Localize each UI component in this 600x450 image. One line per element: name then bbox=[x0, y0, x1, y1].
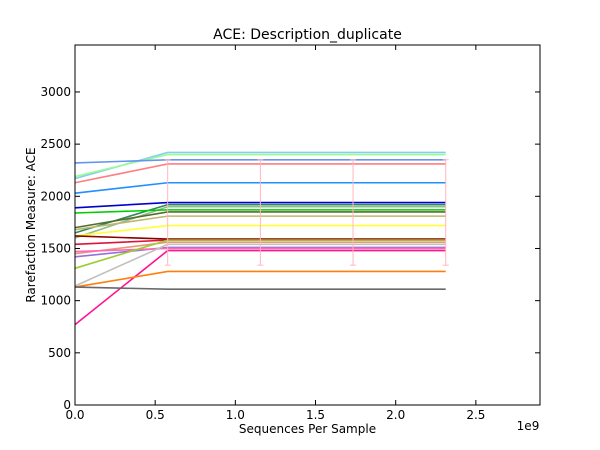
x-tick-label: 0.5 bbox=[146, 408, 165, 422]
x-tick-label: 2.5 bbox=[466, 408, 485, 422]
y-tick-label: 3000 bbox=[40, 85, 71, 99]
x-tick-label: 0.0 bbox=[65, 408, 84, 422]
x-tick-label: 2.0 bbox=[386, 408, 405, 422]
y-tick-label: 0 bbox=[63, 398, 71, 412]
x-tick-label: 1.5 bbox=[306, 408, 325, 422]
series-line-21 bbox=[74, 270, 446, 288]
x-axis-label: Sequences Per Sample bbox=[239, 422, 376, 436]
plot-area bbox=[74, 151, 449, 326]
x-axis-offset-label: 1e9 bbox=[517, 419, 540, 433]
error-bar-4 bbox=[442, 159, 449, 266]
x-tick-label: 1.0 bbox=[226, 408, 245, 422]
axis-ticks: 0.0 0.5 1.0 1.5 2.0 2.5 0 500 1000 1500 2000 2500 30… bbox=[40, 45, 540, 422]
axes-frame bbox=[74, 44, 541, 406]
y-tick-label: 2500 bbox=[40, 137, 71, 151]
error-bar-2 bbox=[257, 159, 264, 266]
y-axis-label: Rarefaction Measure: ACE bbox=[24, 147, 38, 302]
error-bar-1 bbox=[164, 159, 171, 266]
error-bar-3 bbox=[350, 159, 357, 266]
series-line-2 bbox=[74, 153, 446, 178]
y-tick-label: 1000 bbox=[40, 294, 71, 308]
y-tick-label: 500 bbox=[48, 346, 71, 360]
chart-title: ACE: Description_duplicate bbox=[213, 27, 402, 43]
y-tick-label: 1500 bbox=[40, 241, 71, 255]
series-line-22 bbox=[74, 286, 446, 290]
y-tick-label: 2000 bbox=[40, 189, 71, 203]
